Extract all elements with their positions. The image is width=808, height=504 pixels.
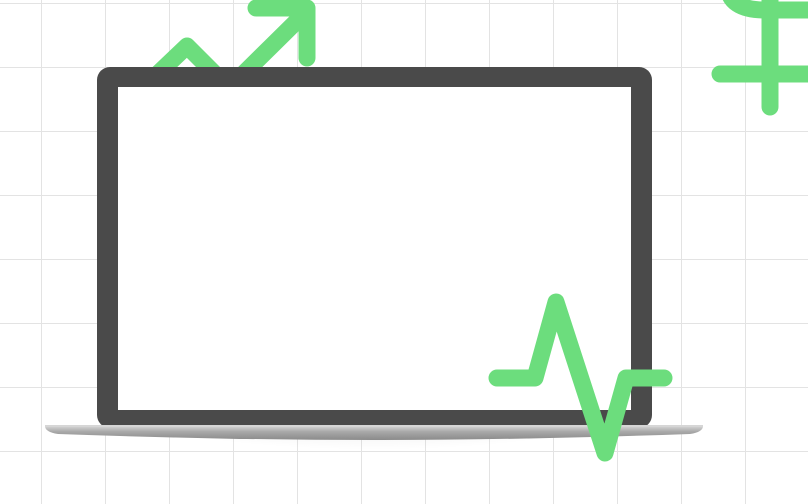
- laptop-icon: [45, 67, 703, 440]
- laptop-base-highlight: [45, 425, 703, 427]
- laptop-base: [45, 426, 703, 440]
- laptop-screen: [118, 87, 631, 410]
- dollar-sign-icon: [711, 0, 808, 116]
- pulse-line-icon: [488, 293, 673, 462]
